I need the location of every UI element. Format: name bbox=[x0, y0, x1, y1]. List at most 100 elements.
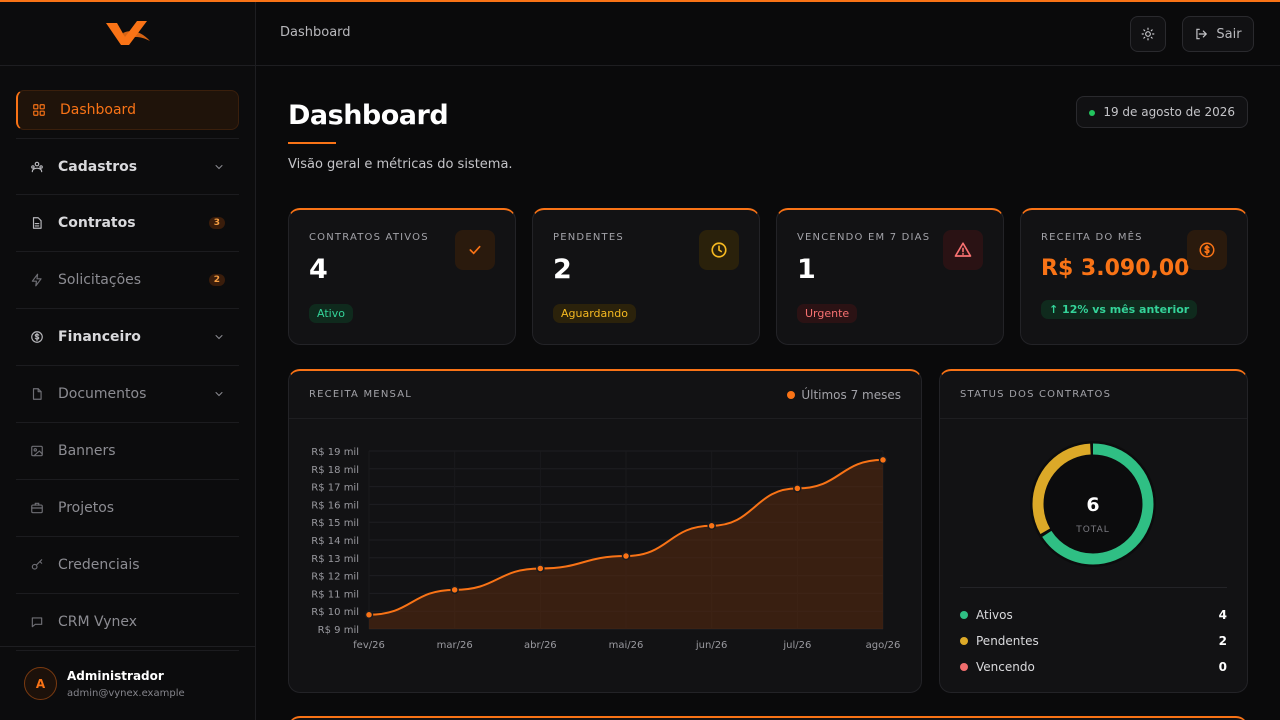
legend-label: Ativos bbox=[976, 608, 1013, 622]
date-chip: 19 de agosto de 2026 bbox=[1076, 96, 1248, 128]
image-icon bbox=[30, 444, 44, 458]
kpi-label: VENCENDO EM 7 DIAS bbox=[797, 232, 931, 243]
sidebar-item-label: Credenciais bbox=[58, 557, 140, 573]
y-tick-label: R$ 13 mil bbox=[311, 554, 359, 565]
sidebar-item-cadastros[interactable]: Cadastros bbox=[16, 138, 239, 195]
grid-icon bbox=[32, 103, 46, 117]
y-tick-label: R$ 15 mil bbox=[311, 518, 359, 529]
sidebar-item-label: Solicitações bbox=[58, 272, 142, 288]
data-point bbox=[536, 564, 545, 573]
trend-badge: ↑ 12% vs mês anterior bbox=[1041, 300, 1198, 319]
sidebar-item-label: Cadastros bbox=[58, 158, 138, 175]
status-donut-chart: 6 TOTAL bbox=[1030, 441, 1156, 567]
sidebar-nav: Dashboard Cadastros Contratos 3 Solicitações… bbox=[0, 66, 255, 651]
user-profile[interactable]: A Administrador admin@vynex.example bbox=[0, 646, 255, 720]
legend-dot bbox=[960, 611, 968, 619]
chevron-down-icon bbox=[215, 335, 223, 340]
briefcase-icon bbox=[30, 501, 44, 515]
y-tick-label: R$ 16 mil bbox=[311, 500, 359, 511]
donut-backdrop bbox=[1030, 441, 1156, 567]
chat-icon bbox=[30, 615, 44, 629]
status-legend-item: Ativos 4 bbox=[960, 602, 1227, 628]
sidebar-item-label: Contratos bbox=[58, 215, 136, 231]
status-badge: Aguardando bbox=[553, 304, 636, 323]
kpi-card-active-contracts[interactable]: CONTRATOS ATIVOS 4 Ativo bbox=[288, 208, 516, 345]
y-tick-label: R$ 11 mil bbox=[311, 589, 359, 600]
sidebar-item-financeiro[interactable]: Financeiro bbox=[16, 309, 239, 366]
x-tick-label: jun/26 bbox=[695, 640, 728, 651]
theme-toggle-button[interactable] bbox=[1130, 16, 1166, 52]
status-badge: Urgente bbox=[797, 304, 858, 323]
legend-value: 4 bbox=[1218, 608, 1227, 622]
sidebar-item-label: Documentos bbox=[58, 386, 147, 402]
logout-label: Sair bbox=[1216, 26, 1242, 42]
status-legend-item: Pendentes 2 bbox=[960, 628, 1227, 654]
data-point bbox=[878, 455, 888, 465]
legend-value: 2 bbox=[1218, 634, 1227, 648]
legend-dot bbox=[960, 663, 968, 671]
logout-icon bbox=[1196, 28, 1208, 40]
logout-button[interactable]: Sair bbox=[1182, 16, 1254, 52]
date-text: 19 de agosto de 2026 bbox=[1103, 105, 1235, 119]
status-legend: Ativos 4 Pendentes 2 Vencendo 0 bbox=[960, 587, 1227, 680]
kpi-value: 4 bbox=[309, 254, 328, 285]
sidebar-item-projetos[interactable]: Projetos bbox=[16, 480, 239, 537]
y-tick-label: R$ 17 mil bbox=[311, 483, 359, 494]
data-point bbox=[793, 484, 802, 493]
y-tick-label: R$ 14 mil bbox=[311, 536, 359, 547]
kpi-value: 1 bbox=[797, 254, 816, 285]
sidebar-item-contratos[interactable]: Contratos 3 bbox=[16, 195, 239, 252]
legend-dot bbox=[960, 637, 968, 645]
legend-label: Pendentes bbox=[976, 634, 1039, 648]
x-tick-label: mai/26 bbox=[609, 640, 644, 651]
logo[interactable] bbox=[0, 0, 255, 66]
sidebar-item-dashboard[interactable]: Dashboard bbox=[16, 90, 239, 130]
user-name: Administrador bbox=[67, 668, 164, 683]
top-header: Dashboard Sair bbox=[256, 0, 1280, 66]
y-tick-label: R$ 18 mil bbox=[311, 465, 359, 476]
breadcrumb: Dashboard bbox=[280, 25, 351, 40]
x-tick-label: jul/26 bbox=[782, 640, 811, 651]
panel-title: STATUS DOS CONTRATOS bbox=[960, 389, 1112, 400]
sidebar-item-crm-vynex[interactable]: CRM Vynex bbox=[16, 594, 239, 651]
donut-total: 6 bbox=[1086, 494, 1099, 516]
sidebar-item-documentos[interactable]: Documentos bbox=[16, 366, 239, 423]
donut-total-label: TOTAL bbox=[1075, 525, 1110, 535]
panel-header: STATUS DOS CONTRATOS bbox=[940, 371, 1247, 419]
sidebar-item-label: Banners bbox=[58, 443, 116, 459]
dollar-icon bbox=[30, 330, 44, 344]
sidebar-item-label: Projetos bbox=[58, 500, 115, 516]
revenue-chart: R$ 9 mil R$ 10 mil R$ 11 mil R$ 12 mil R$ 13… bbox=[311, 447, 901, 651]
users-icon bbox=[30, 160, 44, 174]
data-point bbox=[621, 551, 631, 561]
chevron-down-icon bbox=[215, 392, 223, 397]
status-badge: Ativo bbox=[309, 304, 353, 323]
kpi-label: RECEITA DO MÊS bbox=[1041, 232, 1143, 243]
sidebar-item-credenciais[interactable]: Credenciais bbox=[16, 537, 239, 594]
legend-label: Vencendo bbox=[976, 660, 1035, 674]
sidebar-item-solicita-es[interactable]: Solicitações 2 bbox=[16, 252, 239, 309]
sidebar-item-label: CRM Vynex bbox=[58, 614, 138, 630]
kpi-cards: CONTRATOS ATIVOS 4 Ativo PENDENTES 2 Agu… bbox=[288, 208, 1248, 345]
dollar-icon bbox=[1187, 230, 1227, 270]
avatar: A bbox=[24, 667, 57, 700]
alert-icon bbox=[943, 230, 983, 270]
sidebar-item-banners[interactable]: Banners bbox=[16, 423, 239, 480]
legend-value: 0 bbox=[1218, 660, 1227, 674]
kpi-card-expiring[interactable]: VENCENDO EM 7 DIAS 1 Urgente bbox=[776, 208, 1004, 345]
revenue-chart-panel: RECEITA MENSAL Últimos 7 meses R$ 9 mil R… bbox=[288, 369, 922, 693]
kpi-card-pending[interactable]: PENDENTES 2 Aguardando bbox=[532, 208, 760, 345]
kpi-card-monthly-revenue[interactable]: RECEITA DO MÊS R$ 3.090,00 ↑ 12% vs mês … bbox=[1020, 208, 1248, 345]
y-tick-label: R$ 19 mil bbox=[311, 447, 359, 458]
sun-icon bbox=[1141, 27, 1155, 41]
kpi-label: CONTRATOS ATIVOS bbox=[309, 232, 429, 243]
key-icon bbox=[30, 558, 44, 572]
x-tick-label: abr/26 bbox=[524, 640, 557, 651]
x-tick-label: ago/26 bbox=[866, 640, 901, 651]
donut-segment bbox=[1032, 443, 1154, 565]
document-icon bbox=[30, 387, 44, 401]
check-icon bbox=[455, 230, 495, 270]
chevron-down-icon bbox=[215, 164, 223, 169]
data-point bbox=[450, 585, 459, 595]
bolt-icon bbox=[30, 273, 44, 287]
